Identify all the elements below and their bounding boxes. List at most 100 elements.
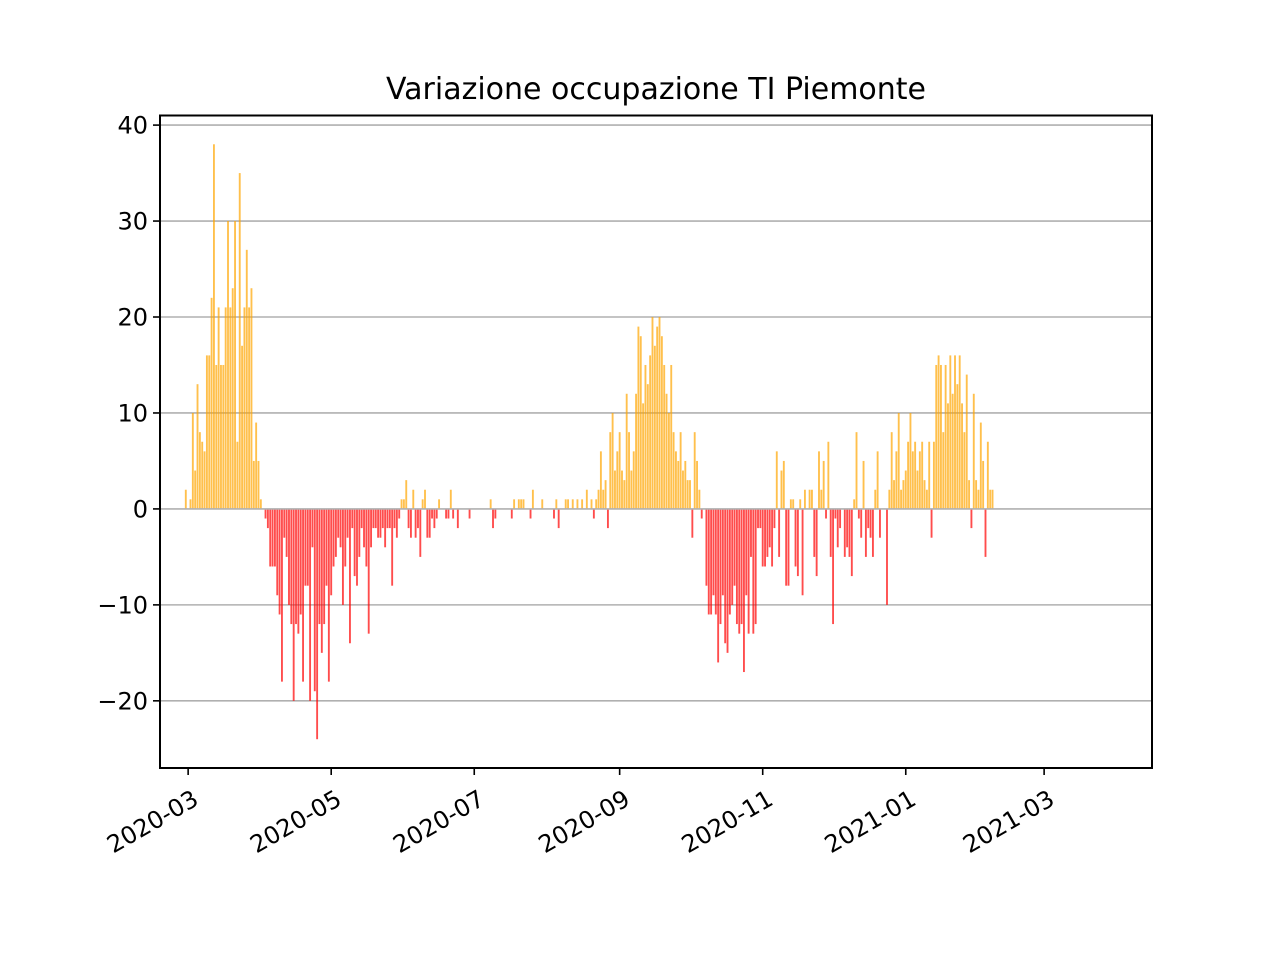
bar (893, 480, 895, 509)
bar (250, 288, 253, 509)
bar (942, 432, 945, 509)
bar (839, 508, 842, 529)
bar (707, 508, 710, 615)
bar (191, 412, 194, 509)
bar (412, 489, 415, 509)
y-tick-label: 20 (117, 304, 148, 332)
bar (424, 489, 426, 509)
bar (510, 508, 513, 519)
bar (925, 489, 928, 509)
bar (897, 412, 900, 509)
bar (799, 499, 802, 509)
bar (592, 508, 595, 519)
bar (529, 508, 532, 519)
bar (796, 508, 799, 577)
bar (857, 508, 860, 519)
bar (438, 499, 441, 509)
bar (663, 364, 666, 509)
bar (205, 355, 208, 509)
bar (553, 508, 555, 519)
bar (257, 460, 260, 509)
bar (820, 489, 823, 509)
bar (494, 508, 497, 519)
bar (616, 451, 619, 509)
bar (231, 288, 234, 509)
bar (456, 508, 459, 529)
bar (184, 489, 187, 509)
bar (714, 508, 717, 615)
bar (986, 441, 989, 509)
bar (304, 508, 307, 586)
bar (419, 508, 422, 557)
bar (597, 489, 600, 509)
bar (764, 508, 766, 567)
bar (740, 508, 743, 625)
bar (344, 508, 347, 567)
bar (801, 508, 804, 596)
bar (813, 508, 816, 557)
bar (698, 489, 701, 509)
bar (949, 355, 952, 509)
bar (787, 508, 790, 586)
bar (766, 508, 769, 557)
bar (977, 489, 980, 509)
bar (932, 441, 935, 509)
bar (632, 451, 635, 509)
bar (426, 508, 429, 538)
y-tick-label: 30 (117, 208, 148, 236)
bar (642, 403, 645, 509)
bar (271, 508, 274, 567)
bar (288, 508, 290, 605)
bar (374, 508, 377, 529)
bar (743, 508, 745, 673)
bar (358, 508, 361, 557)
bar (276, 508, 279, 596)
bar (625, 393, 628, 509)
bar (637, 326, 640, 509)
bar (930, 508, 933, 538)
bar (961, 403, 963, 509)
bar (590, 499, 593, 509)
bar (445, 508, 448, 519)
bar (923, 480, 926, 509)
bar (745, 508, 748, 596)
bar (381, 508, 384, 529)
bar (520, 499, 523, 509)
bar (750, 508, 752, 557)
bar (433, 508, 436, 529)
bar (674, 451, 677, 509)
bar (846, 508, 849, 548)
bar (318, 508, 321, 625)
bars (184, 144, 994, 740)
bar (710, 508, 713, 615)
bar (405, 480, 408, 509)
bar (843, 508, 846, 557)
bar (339, 508, 342, 548)
bar (599, 451, 602, 509)
bar (738, 508, 741, 634)
bar (635, 393, 638, 509)
bar (939, 364, 942, 509)
bar (916, 470, 919, 509)
bar (890, 432, 893, 509)
bar (370, 508, 373, 548)
bar (431, 508, 433, 519)
bar (428, 508, 431, 538)
bar (951, 393, 954, 509)
bar (895, 451, 898, 509)
bar (907, 441, 910, 509)
bar (273, 508, 276, 567)
chart-title: Variazione occupazione TI Piemonte (386, 72, 926, 107)
bar (360, 508, 363, 529)
bar (886, 508, 888, 605)
bar (557, 508, 560, 529)
bar (334, 508, 337, 557)
bar (386, 508, 389, 529)
bar (705, 508, 708, 586)
bar (316, 508, 319, 740)
bar (363, 508, 365, 548)
gridlines (160, 124, 1152, 702)
bar (266, 508, 269, 529)
bar (811, 489, 813, 509)
bar (220, 364, 222, 509)
